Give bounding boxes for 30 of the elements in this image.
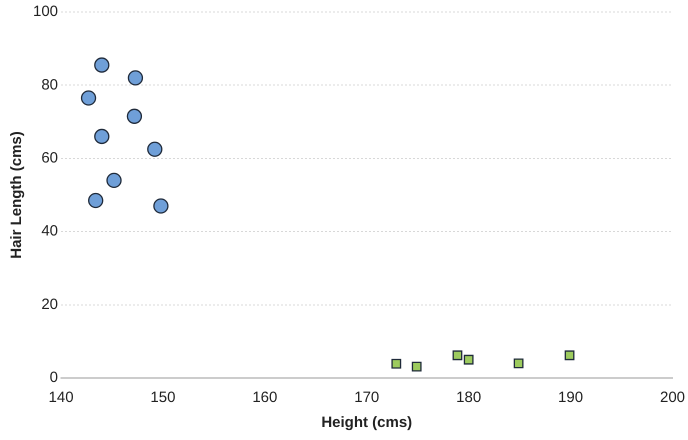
x-tick-label: 170 — [354, 389, 380, 406]
point — [564, 350, 574, 360]
point — [391, 358, 402, 369]
y-tick-label: 40 — [41, 222, 58, 240]
x-tick-label: 200 — [660, 389, 685, 406]
x-tick-label: 140 — [48, 389, 74, 406]
point — [106, 172, 122, 188]
point — [80, 90, 96, 106]
point — [128, 70, 144, 86]
y-tick-label: 60 — [41, 150, 58, 167]
x-tick-label: 180 — [456, 389, 482, 406]
point — [514, 358, 524, 368]
point — [147, 142, 162, 157]
y-tick-label: 20 — [41, 296, 58, 313]
x-tick-label: 160 — [252, 389, 278, 406]
point — [94, 128, 110, 144]
point — [412, 362, 422, 372]
point — [464, 354, 474, 365]
point — [153, 198, 169, 214]
point — [452, 350, 462, 360]
x-tick-label: 190 — [558, 389, 584, 406]
x-axis-title: Height (cms) — [321, 414, 412, 432]
y-tick-label: 0 — [50, 369, 58, 386]
point — [94, 57, 110, 73]
x-tick-label: 150 — [150, 389, 176, 406]
y-axis-title: Hair Length (cms) — [8, 131, 26, 259]
point — [88, 192, 104, 208]
y-tick-label: 100 — [32, 3, 58, 20]
y-tick-label: 80 — [41, 76, 58, 94]
point — [126, 108, 142, 124]
